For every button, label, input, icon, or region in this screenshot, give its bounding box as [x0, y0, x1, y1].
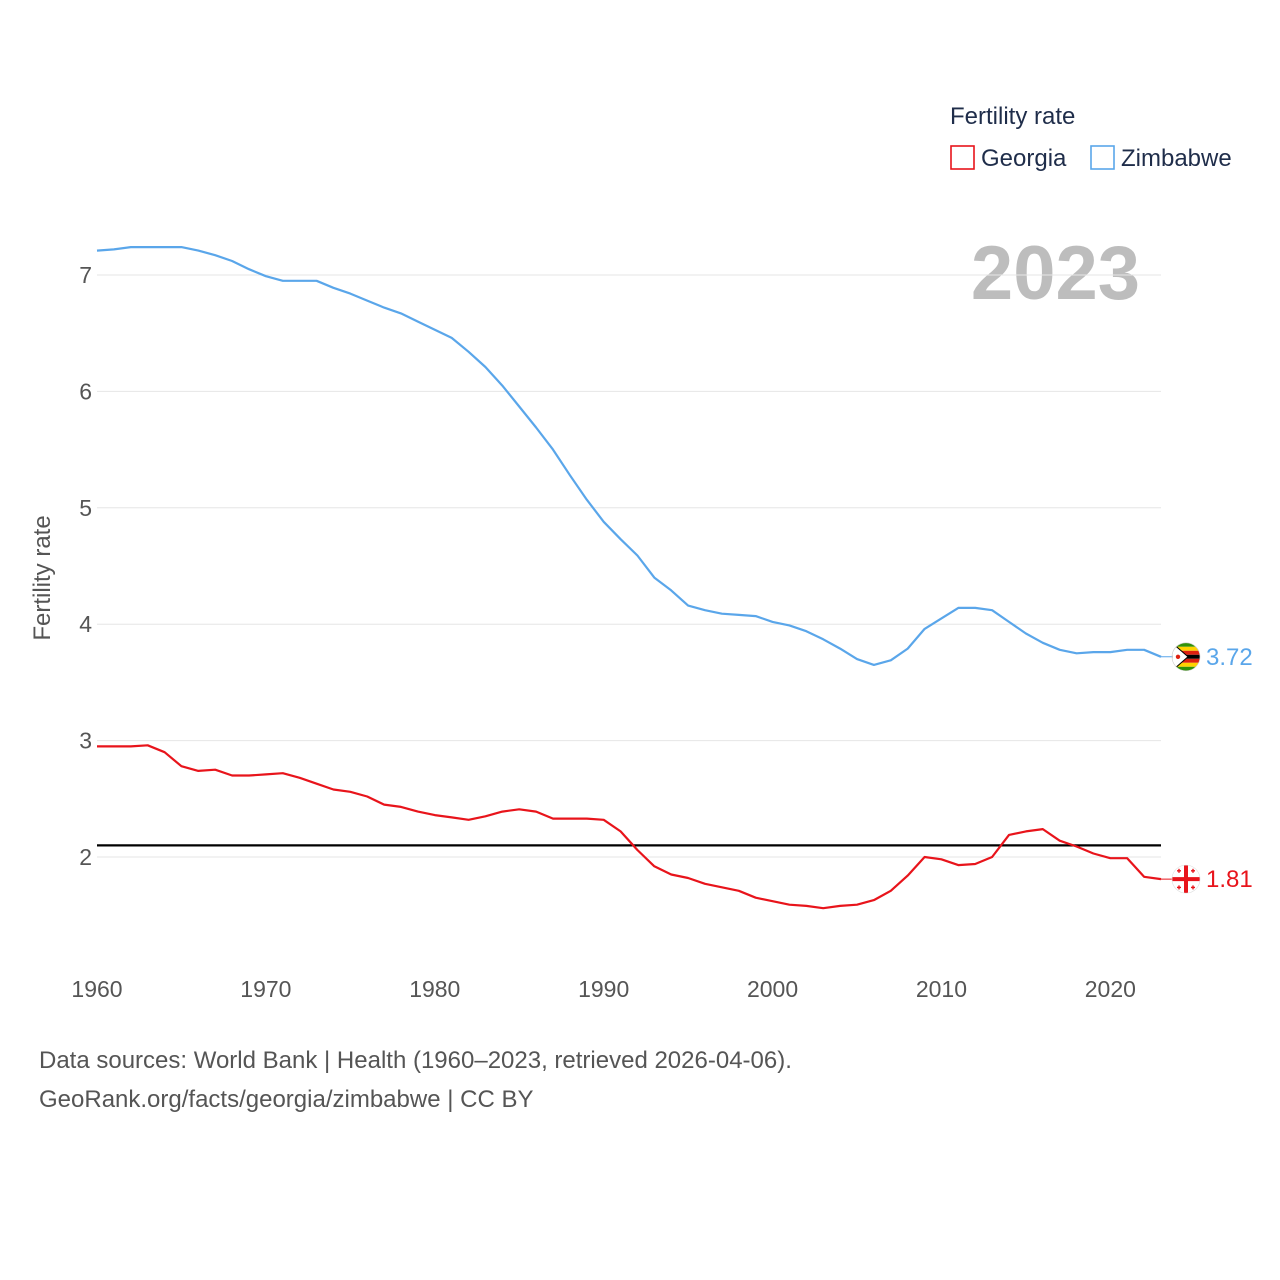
- source-text: Data sources: World Bank | Health (1960–…: [39, 1047, 792, 1074]
- x-tick-label-2000: 2000: [747, 976, 798, 1002]
- x-tick-label-1970: 1970: [240, 976, 291, 1002]
- y-axis-title: Fertility rate: [29, 515, 56, 640]
- series-line-zimbabwe: [96, 246, 1162, 667]
- x-tick-label-1980: 1980: [409, 976, 460, 1002]
- y-tick-label-6: 6: [79, 378, 92, 404]
- end-label-zimbabwe: 3.72: [1206, 644, 1253, 671]
- grid-lines: [97, 274, 1161, 858]
- legend-item-georgia[interactable]: Georgia: [950, 145, 1067, 172]
- legend-label-zimbabwe: Zimbabwe: [1121, 145, 1232, 172]
- y-tick-label-4: 4: [79, 611, 92, 637]
- x-tick-label-2020: 2020: [1085, 976, 1136, 1002]
- legend-swatch-zimbabwe: [1090, 145, 1115, 170]
- license-link[interactable]: GeoRank.org/facts/georgia/zimbabwe | CC …: [39, 1086, 533, 1113]
- legend-label-georgia: Georgia: [981, 145, 1067, 172]
- series-lines: [96, 246, 1186, 910]
- y-tick-label-2: 2: [79, 844, 92, 870]
- georgia-flag-icon: [1171, 864, 1201, 894]
- end-label-georgia: 1.81: [1206, 866, 1253, 893]
- legend-item-zimbabwe[interactable]: Zimbabwe: [1090, 145, 1232, 172]
- legend-title: Fertility rate: [950, 103, 1075, 130]
- y-tick-label-3: 3: [79, 728, 92, 754]
- x-tick-label-1990: 1990: [578, 976, 629, 1002]
- x-tick-label-1960: 1960: [71, 976, 122, 1002]
- x-tick-label-2010: 2010: [916, 976, 967, 1002]
- zimbabwe-flag-icon: [1171, 642, 1201, 672]
- series-line-georgia: [97, 744, 1162, 910]
- x-axis-ticks: 1960 1970 1980 1990 2000 2010 2020: [71, 976, 1136, 1002]
- year-watermark: 2023: [971, 231, 1140, 316]
- y-tick-label-5: 5: [79, 495, 92, 521]
- y-axis-ticks: 2 3 4 5 6 7: [79, 262, 92, 870]
- legend: Fertility rate Georgia Zimbabwe: [950, 103, 1232, 172]
- y-tick-label-7: 7: [79, 262, 92, 288]
- legend-swatch-georgia: [950, 145, 975, 170]
